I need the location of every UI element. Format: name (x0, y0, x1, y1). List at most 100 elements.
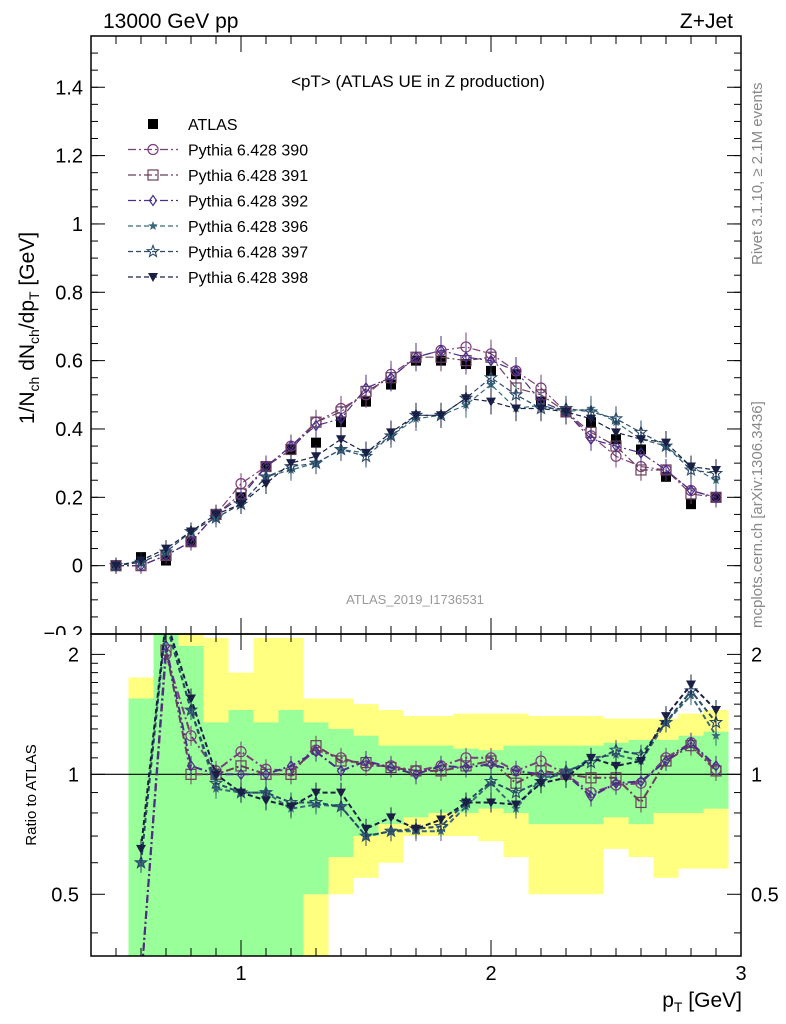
data-point (411, 768, 421, 781)
svg-text:pT [GeV]: pT [GeV] (662, 989, 742, 1015)
data-point (133, 855, 149, 869)
data-point (436, 815, 446, 825)
data-point (336, 788, 346, 798)
data-point (211, 770, 221, 780)
analysis-id: ATLAS_2019_I1736531 (346, 592, 484, 607)
data-point (333, 799, 349, 813)
legend-label: Pythia 6.428 391 (188, 168, 308, 185)
legend-label: Pythia 6.428 397 (188, 245, 308, 262)
data-point (411, 411, 421, 421)
data-point (261, 479, 271, 489)
band-green (203, 722, 229, 956)
process-label: Z+Jet (680, 10, 733, 33)
data-point (411, 351, 421, 364)
data-point (611, 777, 621, 790)
data-point (661, 712, 671, 722)
x-tick-label: 1 (235, 963, 246, 985)
y-tick-label: 0.6 (55, 351, 83, 373)
data-point (136, 978, 146, 988)
data-point (361, 381, 371, 395)
data-point (208, 775, 224, 790)
data-point (186, 535, 196, 548)
data-point (561, 773, 571, 783)
data-point (361, 824, 371, 834)
data-point (311, 452, 321, 462)
data-point (536, 404, 546, 414)
data-point (611, 440, 621, 453)
data-point (708, 714, 724, 729)
legend-label: Pythia 6.428 398 (188, 270, 308, 287)
data-point (483, 370, 499, 384)
y-tick-label: 0.8 (55, 282, 83, 304)
data-point (136, 844, 146, 854)
data-point (311, 788, 321, 798)
data-point (711, 730, 721, 740)
data-point (261, 768, 271, 781)
rivet-label: Rivet 3.1.10, ≥ 2.1M events (749, 83, 766, 266)
ratio-bands (128, 634, 729, 956)
data-point (183, 702, 199, 717)
data-point (308, 794, 324, 809)
band-green (278, 710, 304, 956)
data-point (386, 371, 396, 384)
data-point (686, 499, 696, 510)
legend-item: Pythia 6.428 398 (128, 270, 308, 287)
y-tick-label: 1.4 (55, 77, 83, 99)
band-green (253, 722, 279, 956)
data-point (236, 768, 246, 781)
data-point (511, 764, 521, 777)
data-point (486, 758, 496, 771)
legend-label: Pythia 6.428 392 (188, 194, 308, 211)
data-layer: 00.20.40.60.811.21.4−0.21 2 30.5 0.51 12 2ATL… (0, 35, 779, 988)
y-tick-label: 0.2 (55, 487, 83, 509)
data-point (136, 978, 146, 988)
data-point (511, 800, 521, 810)
data-point (386, 761, 396, 774)
ratio-line (142, 649, 717, 956)
data-point (136, 556, 146, 566)
x-tick-label: 2 (485, 963, 496, 985)
data-point (461, 351, 471, 364)
data-point (635, 796, 647, 809)
legend: ATLAS Pythia 6.428 390 Pythia 6.428 391 Pyt… (128, 117, 308, 287)
data-point (511, 404, 521, 414)
data-point (236, 788, 246, 798)
legend-label: Pythia 6.428 396 (188, 219, 308, 236)
data-point (608, 742, 624, 757)
data-point (585, 772, 597, 784)
x-tick-label: 3 (735, 963, 746, 985)
series-line (116, 356, 717, 567)
data-point (686, 462, 696, 472)
data-point (436, 344, 446, 357)
data-point (436, 759, 446, 772)
data-point (147, 143, 159, 156)
ratio-series (133, 634, 724, 988)
data-point (711, 491, 721, 504)
data-point (461, 761, 471, 774)
energy-label: 13000 GeV pp (103, 10, 238, 33)
data-point (147, 169, 159, 181)
legend-label: Pythia 6.428 390 (188, 143, 308, 160)
data-point (161, 544, 171, 554)
ratio-pythia-6.428-398 (136, 634, 721, 859)
data-point (336, 435, 346, 445)
series-pythia-6.428-391 (110, 343, 722, 574)
data-point (486, 798, 496, 808)
data-point (661, 754, 671, 768)
series-pythia-6.428-396 (111, 371, 721, 574)
y-tick-label: 1.2 (55, 146, 83, 168)
data-point (461, 798, 471, 808)
data-point (336, 764, 346, 777)
series-atlas (111, 355, 721, 571)
data-point (361, 448, 371, 458)
data-point (311, 419, 321, 432)
data-point (686, 736, 696, 749)
data-point (148, 119, 158, 129)
data-point (361, 754, 371, 768)
data-point (311, 437, 321, 448)
data-point (661, 463, 671, 477)
legend-item: Pythia 6.428 396 (128, 219, 308, 236)
data-point (211, 510, 221, 520)
legend-item: ATLAS (148, 117, 238, 134)
